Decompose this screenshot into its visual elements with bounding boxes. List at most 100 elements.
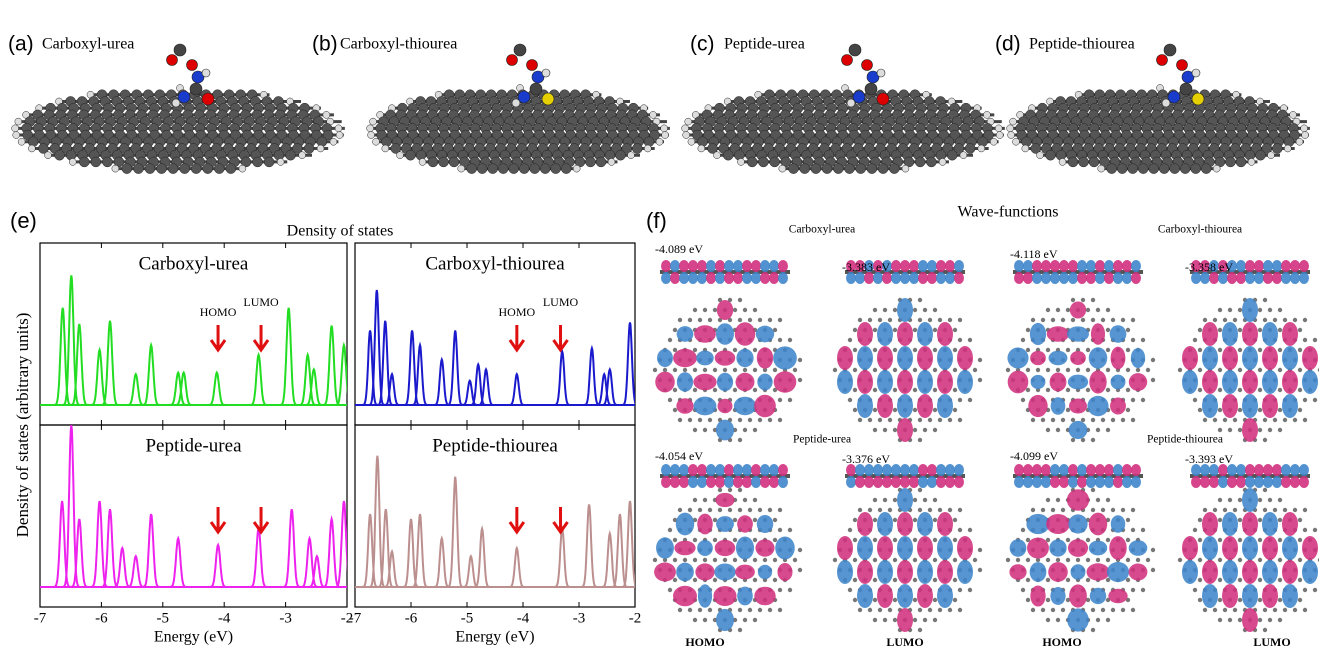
atom (1090, 317, 1096, 323)
orbital-lobe (742, 476, 752, 488)
orbital-lobe (1009, 539, 1027, 557)
orbital-lobe (1272, 260, 1282, 272)
orbital-lobe (724, 476, 734, 488)
orbital-lobe (1200, 476, 1210, 488)
atom (1267, 151, 1275, 159)
atom (833, 163, 844, 174)
side-view (1190, 464, 1310, 488)
orbital-lobe (909, 272, 919, 284)
atom (1106, 163, 1117, 174)
atom (1097, 164, 1105, 173)
atom (872, 427, 878, 433)
atom (762, 557, 768, 563)
atom (787, 527, 793, 533)
arrow-label: LUMO (243, 295, 279, 309)
atom (1282, 417, 1288, 423)
atom (712, 517, 718, 523)
top-view (832, 487, 983, 633)
orbital-lobe (1131, 272, 1141, 284)
atom (752, 517, 758, 523)
dos-peak (70, 323, 89, 406)
atom (1177, 367, 1183, 373)
dos-peak (447, 476, 464, 588)
orbital-lobe (706, 464, 716, 476)
atom (1105, 327, 1111, 333)
atom (727, 297, 733, 303)
atom (1261, 143, 1273, 154)
orbital-lobe (1200, 464, 1210, 476)
atom (797, 377, 803, 383)
atom (322, 129, 334, 141)
atom (44, 151, 52, 159)
x-axis-label: Energy (eV) (455, 629, 534, 646)
atom (1085, 537, 1091, 543)
atom (1006, 124, 1014, 133)
atom (69, 158, 77, 166)
orbital-lobe (769, 464, 779, 476)
atom (810, 163, 822, 174)
atom (912, 367, 918, 373)
atom (1105, 577, 1111, 583)
atom (732, 537, 738, 543)
orbital-lobe (1236, 464, 1246, 476)
atom (79, 156, 90, 168)
panel-name: Peptide-urea (724, 36, 805, 53)
atom (892, 597, 898, 603)
atom (1237, 427, 1243, 433)
atom (1257, 537, 1263, 543)
atom (655, 138, 664, 146)
side-view (845, 260, 965, 284)
atom (1277, 517, 1283, 523)
orbital-lobe (670, 464, 680, 476)
atom (852, 367, 858, 373)
orbital-lobe (735, 536, 755, 560)
orbital-lobe (769, 260, 779, 272)
plot-frame (354, 424, 636, 608)
atom (1257, 347, 1263, 353)
x-tick-label: -2 (341, 610, 354, 626)
atom (1262, 297, 1268, 303)
atom (1030, 507, 1036, 513)
orbital-lobe (1262, 346, 1278, 370)
atom (777, 587, 783, 593)
orbital-lobe (654, 562, 676, 582)
atom (1070, 417, 1076, 423)
orbital-lobe (1029, 562, 1047, 582)
atom (712, 557, 718, 563)
orbital-lobe (1218, 464, 1228, 476)
orbital-lobe (918, 476, 928, 488)
atom (957, 337, 963, 343)
dos-peak (250, 351, 268, 406)
orbital-lobe (1095, 476, 1105, 488)
orbital-lobe (679, 272, 689, 284)
orbital-lobe (760, 272, 770, 284)
orbital-lobe (1299, 260, 1309, 272)
atom (1262, 317, 1268, 323)
atom (303, 143, 315, 154)
curve (40, 275, 347, 406)
atom (877, 607, 883, 613)
orbital-lobe (1290, 260, 1300, 272)
atom (1040, 507, 1046, 513)
molecule-atom (866, 70, 880, 84)
orbital-lobe (715, 492, 735, 508)
atom (852, 577, 858, 583)
atom (1202, 417, 1208, 423)
molecule-atom (1161, 98, 1171, 108)
orbital-lobe (1254, 260, 1264, 272)
orbital-lobe (1218, 260, 1228, 272)
orbital-lobe (1104, 260, 1114, 272)
orbital-lobe (751, 260, 761, 272)
orbital-lobe (837, 536, 853, 560)
orbital-lobe (769, 272, 779, 284)
x-tick-label: -3 (573, 610, 586, 626)
atom (767, 417, 773, 423)
atom (852, 387, 858, 393)
atom (852, 537, 858, 543)
orbital-lobe (1068, 398, 1088, 414)
orbital-lobe (760, 464, 770, 476)
atom (852, 597, 858, 603)
atom (712, 307, 718, 313)
orbital-lobe (1290, 464, 1300, 476)
orbital-lobe (957, 346, 973, 370)
